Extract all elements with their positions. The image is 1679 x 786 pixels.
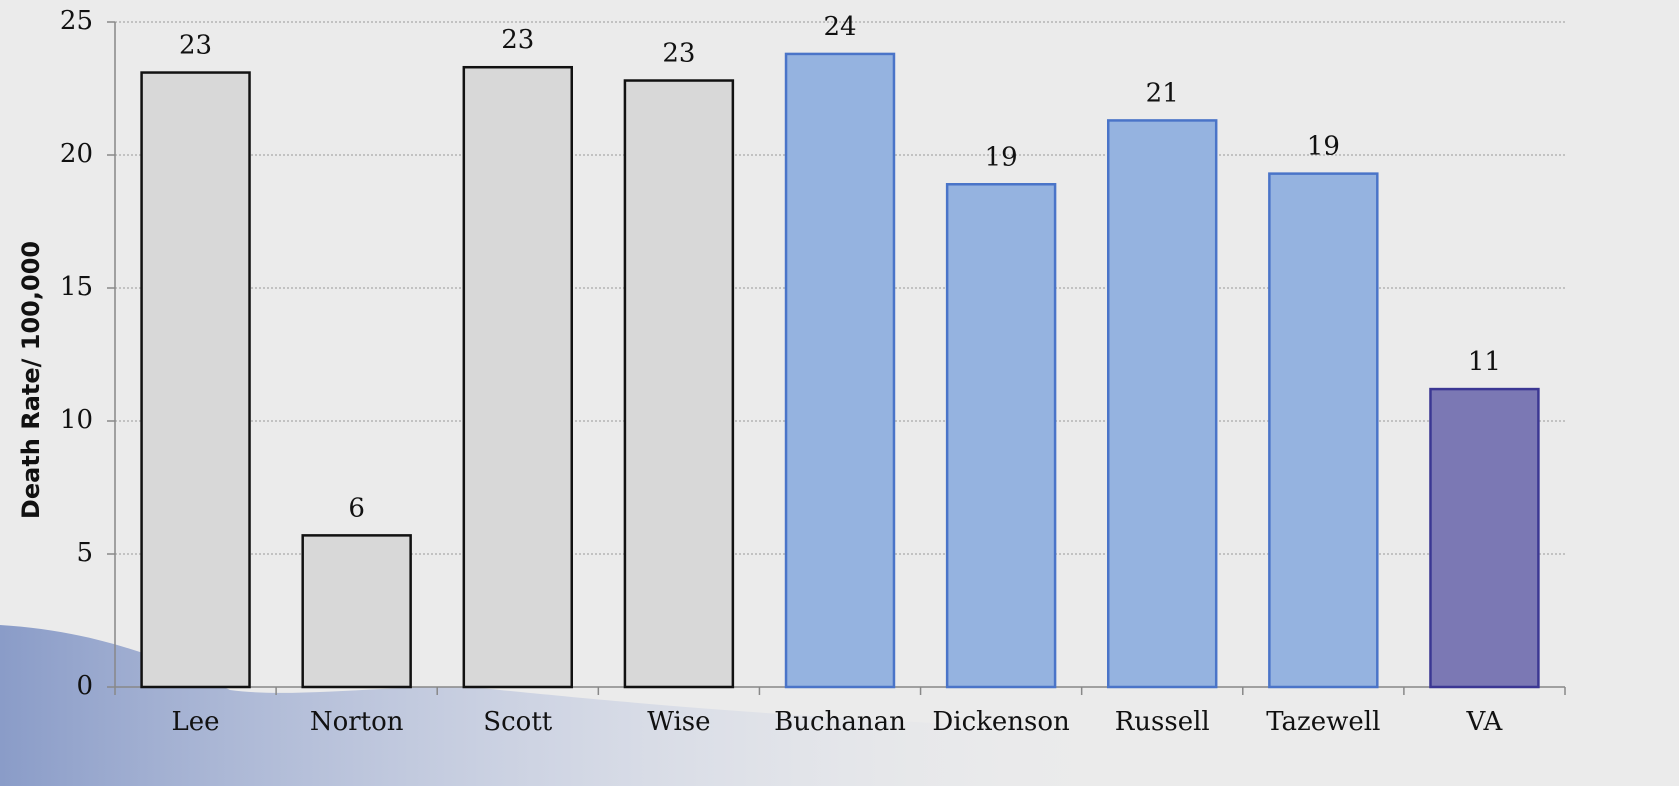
data-label: 23 <box>662 39 695 69</box>
data-label: 23 <box>501 25 534 55</box>
y-axis-label: Death Rate/ 100,000 <box>17 241 45 519</box>
bar <box>1107 119 1218 689</box>
y-tick-label: 0 <box>76 671 93 701</box>
y-tick-label: 10 <box>60 405 93 435</box>
x-tick-label: Norton <box>310 707 404 737</box>
bar <box>462 65 573 689</box>
data-label: 19 <box>1307 132 1340 162</box>
data-label: 6 <box>348 493 365 523</box>
x-tick-label: Lee <box>172 707 220 737</box>
x-tick-label: Buchanan <box>774 707 906 737</box>
x-tick-label: Dickenson <box>932 707 1070 737</box>
x-tick-label: Tazewell <box>1266 707 1380 737</box>
y-tick-label: 5 <box>76 538 93 568</box>
data-label: 23 <box>179 31 212 61</box>
bar <box>1429 387 1540 689</box>
x-tick-label: Wise <box>647 707 710 737</box>
bar <box>1268 172 1379 689</box>
bar <box>140 71 251 689</box>
bar <box>945 183 1057 689</box>
x-tick-label: Russell <box>1115 707 1210 737</box>
y-tick-label: 25 <box>60 6 93 36</box>
y-tick-label: 20 <box>60 139 93 169</box>
x-tick-label: VA <box>1466 707 1504 737</box>
data-label: 21 <box>1146 78 1179 108</box>
bar <box>623 79 735 689</box>
y-tick-label: 15 <box>60 272 93 302</box>
data-label: 11 <box>1468 347 1501 377</box>
bar <box>301 534 412 689</box>
background-mountain <box>0 625 1100 786</box>
x-tick-label: Scott <box>483 707 552 737</box>
bar <box>784 52 896 689</box>
data-label: 19 <box>985 142 1018 172</box>
data-label: 24 <box>823 12 856 42</box>
